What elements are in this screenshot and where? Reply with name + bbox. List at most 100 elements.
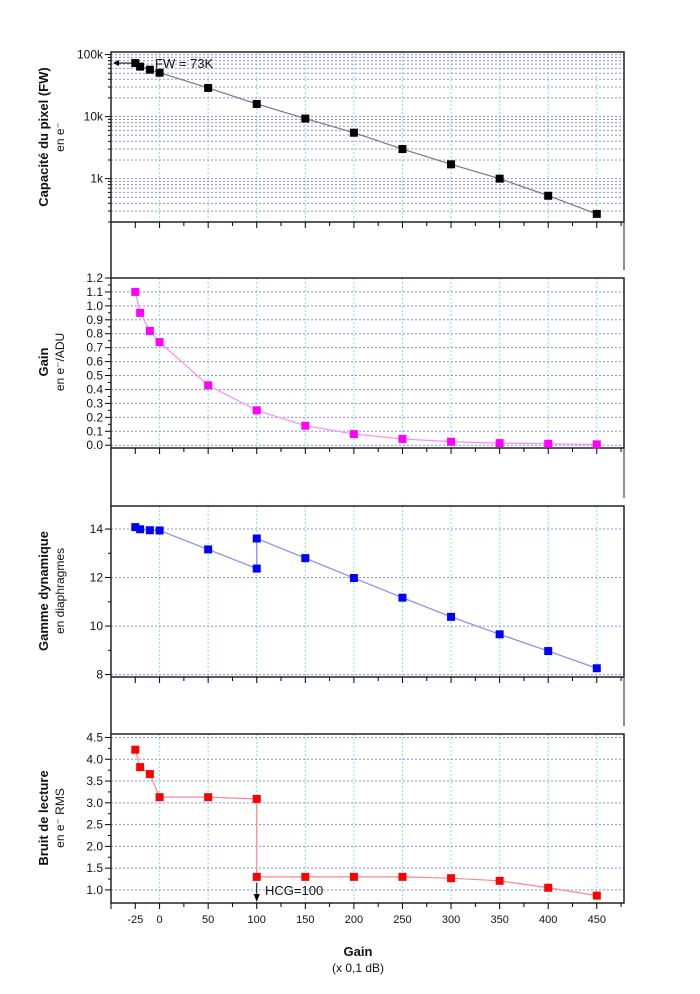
panel-2-ytick-label: 1.2 — [86, 271, 103, 285]
hcg-annotation: HCG=100 — [265, 883, 323, 898]
panel-2-data-point — [155, 338, 164, 347]
panel-2-ytick-label: 1.0 — [86, 299, 103, 313]
panel-1-data-point — [301, 114, 310, 123]
panel-3-data-point — [447, 612, 456, 621]
panel-2-data-point — [136, 308, 145, 317]
panel-3-ytick-label: 8 — [96, 668, 103, 682]
panel-2-ytick-label: 0.6 — [86, 355, 103, 369]
x-tick-label: 150 — [296, 914, 314, 926]
x-axis-label: Gain — [344, 944, 373, 959]
grid-layer — [111, 52, 624, 903]
panel-3-frame — [110, 505, 625, 678]
panel-4-data-point — [301, 872, 310, 881]
panel-3-data-point — [204, 545, 213, 554]
panel-3-data-point — [136, 525, 145, 534]
series-layer — [113, 59, 601, 902]
panel-1-data-point — [204, 83, 213, 92]
panel-4-data-point — [204, 793, 213, 802]
panel-4-data-point — [349, 872, 358, 881]
panel-2-data-point — [544, 439, 553, 448]
x-tick-label: 450 — [588, 914, 606, 926]
panel-2-data-point — [204, 381, 213, 390]
panel-1-data-point — [592, 209, 601, 218]
panel-4-ytick-label: 1.5 — [86, 861, 103, 875]
panel-2-ylabel: Gain — [36, 347, 51, 376]
panel-1-data-point — [252, 99, 261, 108]
panel-2-frame — [110, 277, 625, 449]
panel-4-data-point — [155, 793, 164, 802]
panel-3-data-point — [145, 526, 154, 535]
hcg-arrow-icon — [253, 894, 260, 902]
panel-3-ytick-label: 12 — [90, 571, 104, 585]
panel-1-data-point — [136, 62, 145, 71]
panel-2-data-point — [301, 421, 310, 430]
panel-4-data-point — [131, 745, 140, 754]
panel-4-data-point — [495, 876, 504, 885]
panel-2-ytick-label: 0.7 — [86, 341, 103, 355]
panel-4-ytick-label: 3.0 — [86, 796, 103, 810]
panel-4-data-point — [592, 891, 601, 900]
panel-3-data-point — [252, 564, 261, 573]
panel-3-ysublabel: en diaphragmes — [53, 548, 67, 634]
panel-4-frame — [110, 733, 625, 904]
panel-3-data-point — [495, 630, 504, 639]
panel-2-ytick-label: 0.5 — [86, 369, 103, 383]
x-tick-label: 0 — [157, 914, 163, 926]
panel-4-series-line — [134, 749, 597, 897]
x-axis-sublabel: (x 0,1 dB) — [332, 961, 384, 975]
panel-2-data-point — [145, 326, 154, 335]
panel-1-ysublabel: en e⁻ — [53, 122, 67, 152]
panel-1-data-point — [155, 68, 164, 77]
panel-2-ytick-label: 0.8 — [86, 327, 103, 341]
panel-3-data-point — [252, 534, 261, 543]
panel-2-series-line — [134, 291, 597, 445]
x-tick-label: 100 — [248, 914, 266, 926]
x-tick-label: 350 — [490, 914, 508, 926]
panel-2-ytick-label: 0.3 — [86, 396, 103, 410]
panel-2-data-point — [252, 406, 261, 415]
panel-1-data-point — [398, 145, 407, 154]
x-tick-label: 400 — [539, 914, 557, 926]
panel-4-data-point — [252, 794, 261, 803]
panel-3-data-point — [349, 574, 358, 583]
panel-2-ytick-label: 0.4 — [86, 382, 103, 396]
panel-3-data-point — [131, 523, 140, 532]
fw-annotation: FW = 73K — [155, 56, 213, 71]
panel-2-ytick-label: 0.2 — [86, 410, 103, 424]
panel-4-data-point — [544, 883, 553, 892]
x-tick-label: 50 — [202, 914, 214, 926]
fw-arrow-icon — [113, 60, 119, 67]
panel-3-ylabel: Gamme dynamique — [36, 531, 51, 651]
panel-1-data-point — [349, 128, 358, 137]
panel-2-ytick-label: 0.9 — [86, 313, 103, 327]
x-tick-label: 300 — [442, 914, 460, 926]
axes-layer: 1k10k100k0.00.10.20.30.40.50.60.70.80.91… — [77, 48, 625, 926]
x-tick-label: 200 — [345, 914, 363, 926]
panel-1-data-point — [544, 191, 553, 200]
panel-4-data-point — [252, 872, 261, 881]
panel-4-data-point — [447, 874, 456, 883]
panel-4-ytick-label: 1.0 — [86, 883, 103, 897]
panel-4-ytick-label: 3.5 — [86, 774, 103, 788]
panel-1-ytick-label: 100k — [77, 48, 104, 62]
panel-4-ytick-label: 2.0 — [86, 839, 103, 853]
panel-1-ylabel: Capacité du pixel (FW) — [36, 67, 51, 206]
panel-1-data-point — [131, 59, 140, 68]
panel-1-data-point — [145, 65, 154, 74]
panel-1-data-point — [495, 174, 504, 183]
panel-1-frame — [110, 51, 625, 223]
panel-4-ytick-label: 4.5 — [86, 730, 103, 744]
panel-3-data-point — [398, 593, 407, 602]
panel-2-ytick-label: 1.1 — [86, 285, 103, 299]
panel-4-ylabel: Bruit de lecture — [36, 770, 51, 865]
panel-3-data-point — [155, 526, 164, 535]
panel-1-ytick-label: 10k — [84, 110, 104, 124]
panel-2-data-point — [447, 437, 456, 446]
panel-2-data-point — [495, 439, 504, 448]
x-tick-label: -25 — [127, 914, 143, 926]
panel-1-data-point — [447, 160, 456, 169]
panel-4-ysublabel: en e⁻ RMS — [53, 788, 67, 848]
panel-2-ysublabel: en e⁻/ADU — [53, 333, 67, 391]
panel-4-data-point — [398, 872, 407, 881]
panel-2-ytick-label: 0.0 — [86, 438, 103, 452]
